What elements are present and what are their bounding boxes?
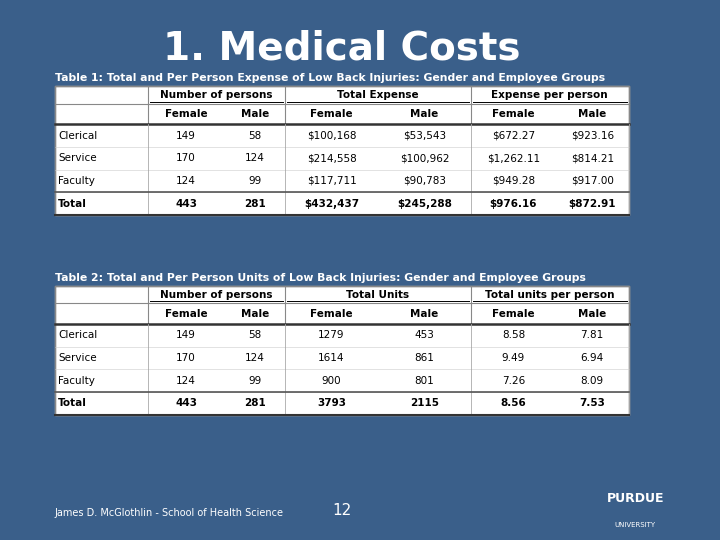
- Text: PURDUE: PURDUE: [607, 492, 664, 505]
- Text: 1. Medical Costs: 1. Medical Costs: [163, 30, 521, 68]
- Text: 124: 124: [176, 176, 196, 186]
- Text: Female: Female: [492, 109, 535, 119]
- Text: 861: 861: [415, 353, 434, 363]
- Text: Female: Female: [492, 309, 535, 319]
- Text: 7.26: 7.26: [502, 376, 525, 386]
- Text: Number of persons: Number of persons: [160, 290, 273, 300]
- Text: 99: 99: [248, 376, 261, 386]
- Text: Male: Male: [240, 309, 269, 319]
- Text: 124: 124: [245, 153, 265, 163]
- Text: $872.91: $872.91: [569, 199, 616, 208]
- Text: 9.49: 9.49: [502, 353, 525, 363]
- Text: 12: 12: [332, 503, 351, 518]
- Text: 124: 124: [245, 353, 265, 363]
- Text: Male: Male: [410, 309, 438, 319]
- Text: 170: 170: [176, 153, 196, 163]
- Text: Clerical: Clerical: [58, 330, 97, 340]
- Text: 900: 900: [322, 376, 341, 386]
- Text: 281: 281: [244, 399, 266, 408]
- Text: Female: Female: [310, 309, 353, 319]
- Text: Expense per person: Expense per person: [492, 90, 608, 100]
- Text: Female: Female: [310, 109, 353, 119]
- Text: 99: 99: [248, 176, 261, 186]
- Text: $90,783: $90,783: [403, 176, 446, 186]
- Text: Female: Female: [165, 309, 207, 319]
- Text: $117,711: $117,711: [307, 176, 356, 186]
- Text: $814.21: $814.21: [571, 153, 613, 163]
- Text: 7.81: 7.81: [580, 330, 604, 340]
- Text: $976.16: $976.16: [490, 199, 537, 208]
- Text: $245,288: $245,288: [397, 199, 452, 208]
- Text: $432,437: $432,437: [304, 199, 359, 208]
- Text: 58: 58: [248, 330, 261, 340]
- Text: Service: Service: [58, 153, 96, 163]
- Text: Faculty: Faculty: [58, 176, 95, 186]
- Text: 3793: 3793: [317, 399, 346, 408]
- Text: 149: 149: [176, 330, 196, 340]
- Text: 124: 124: [176, 376, 196, 386]
- Text: $53,543: $53,543: [403, 131, 446, 140]
- Text: $917.00: $917.00: [571, 176, 613, 186]
- Text: 149: 149: [176, 131, 196, 140]
- Text: $1,262.11: $1,262.11: [487, 153, 540, 163]
- Text: 6.94: 6.94: [580, 353, 604, 363]
- Text: $923.16: $923.16: [571, 131, 613, 140]
- Text: UNIVERSITY: UNIVERSITY: [615, 522, 656, 528]
- Text: $949.28: $949.28: [492, 176, 535, 186]
- Text: 8.09: 8.09: [580, 376, 604, 386]
- Text: 443: 443: [175, 399, 197, 408]
- Text: $672.27: $672.27: [492, 131, 535, 140]
- Text: Service: Service: [58, 353, 96, 363]
- Text: Male: Male: [410, 109, 438, 119]
- Text: Total units per person: Total units per person: [485, 290, 614, 300]
- Text: 281: 281: [244, 199, 266, 208]
- Text: 58: 58: [248, 131, 261, 140]
- Text: James D. McGlothlin - School of Health Science: James D. McGlothlin - School of Health S…: [55, 508, 284, 518]
- Text: Table 1: Total and Per Person Expense of Low Back Injuries: Gender and Employee : Table 1: Total and Per Person Expense of…: [55, 73, 605, 83]
- Text: Total Units: Total Units: [346, 290, 410, 300]
- Text: Male: Male: [578, 309, 606, 319]
- Text: Male: Male: [240, 109, 269, 119]
- Text: Faculty: Faculty: [58, 376, 95, 386]
- Text: 1279: 1279: [318, 330, 345, 340]
- Text: $100,962: $100,962: [400, 153, 449, 163]
- Text: 2115: 2115: [410, 399, 439, 408]
- Text: Female: Female: [165, 109, 207, 119]
- Text: Table 2: Total and Per Person Units of Low Back Injuries: Gender and Employee Gr: Table 2: Total and Per Person Units of L…: [55, 273, 585, 283]
- Text: Male: Male: [578, 109, 606, 119]
- Text: 7.53: 7.53: [580, 399, 605, 408]
- Text: Total Expense: Total Expense: [337, 90, 419, 100]
- Text: Clerical: Clerical: [58, 131, 97, 140]
- Text: 170: 170: [176, 353, 196, 363]
- Text: 1614: 1614: [318, 353, 345, 363]
- Text: 801: 801: [415, 376, 434, 386]
- FancyBboxPatch shape: [55, 286, 629, 415]
- Text: Number of persons: Number of persons: [160, 90, 273, 100]
- Text: Total: Total: [58, 199, 87, 208]
- Text: 443: 443: [175, 199, 197, 208]
- Text: 8.56: 8.56: [500, 399, 526, 408]
- Text: $214,558: $214,558: [307, 153, 356, 163]
- Text: 453: 453: [415, 330, 434, 340]
- Text: Total: Total: [58, 399, 87, 408]
- Text: 8.58: 8.58: [502, 330, 525, 340]
- Text: $100,168: $100,168: [307, 131, 356, 140]
- FancyBboxPatch shape: [55, 86, 629, 215]
